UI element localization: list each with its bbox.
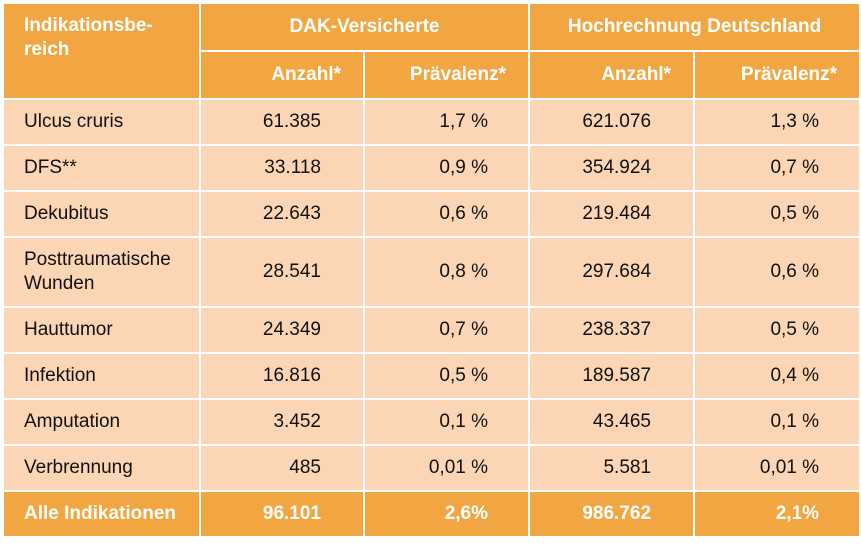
- header-de-prevalence: Prävalenz*: [693, 50, 861, 100]
- row-indication: Hauttumor: [2, 306, 201, 354]
- header-dak-prevalence: Prävalenz*: [362, 50, 531, 100]
- table-row: Verbrennung 485 0,01 % 5.581 0,01 %: [2, 444, 861, 492]
- dak-prevalence-cell: 0,01 %: [362, 444, 531, 492]
- header-dak-insured: DAK-Versicherte: [198, 2, 531, 52]
- de-prevalence-cell: 0,5 %: [693, 190, 861, 238]
- row-indication: DFS**: [2, 144, 201, 192]
- dak-prevalence-cell: 0,9 %: [362, 144, 531, 192]
- de-count-cell: 354.924: [528, 144, 696, 192]
- de-prevalence-cell: 0,7 %: [693, 144, 861, 192]
- row-indication: Verbrennung: [2, 444, 201, 492]
- total-de-prevalence: 2,1%: [693, 490, 861, 538]
- dak-count-cell: 28.541: [199, 236, 365, 308]
- row-indication: Dekubitus: [2, 190, 201, 238]
- de-count-cell: 219.484: [528, 190, 696, 238]
- de-count-cell: 297.684: [528, 236, 696, 308]
- header-germany-projection: Hochrechnung Deutschland: [528, 2, 861, 52]
- total-dak-count: 96.101: [199, 490, 365, 538]
- de-prevalence-cell: 0,4 %: [693, 352, 861, 400]
- dak-prevalence-cell: 0,7 %: [362, 306, 531, 354]
- table-row: Infektion 16.816 0,5 % 189.587 0,4 %: [2, 352, 861, 400]
- row-indication: Posttraumatische Wunden: [2, 236, 201, 308]
- dak-prevalence-cell: 0,8 %: [362, 236, 531, 308]
- dak-prevalence-cell: 0,6 %: [362, 190, 531, 238]
- header-indication: Indikationsbe-reich: [2, 2, 201, 100]
- total-dak-prevalence: 2,6%: [362, 490, 531, 538]
- table-row: Amputation 3.452 0,1 % 43.465 0,1 %: [2, 398, 861, 446]
- de-count-cell: 5.581: [528, 444, 696, 492]
- header-de-count: Anzahl*: [528, 50, 696, 100]
- dak-count-cell: 33.118: [199, 144, 365, 192]
- dak-count-cell: 485: [199, 444, 365, 492]
- total-row: Alle Indikationen 96.101 2,6% 986.762 2,…: [2, 490, 861, 538]
- table-row: Posttraumatische Wunden 28.541 0,8 % 297…: [2, 236, 861, 308]
- row-indication: Infektion: [2, 352, 201, 400]
- de-count-cell: 238.337: [528, 306, 696, 354]
- table-row: Hauttumor 24.349 0,7 % 238.337 0,5 %: [2, 306, 861, 354]
- de-prevalence-cell: 0,5 %: [693, 306, 861, 354]
- table-row: Dekubitus 22.643 0,6 % 219.484 0,5 %: [2, 190, 861, 238]
- dak-prevalence-cell: 1,7 %: [362, 98, 531, 146]
- wound-prevalence-table: Indikationsbe-reich DAK-Versicherte Hoch…: [2, 2, 861, 538]
- dak-prevalence-cell: 0,1 %: [362, 398, 531, 446]
- de-prevalence-cell: 0,6 %: [693, 236, 861, 308]
- de-count-cell: 621.076: [528, 98, 696, 146]
- header-row-subcolumns: Anzahl* Prävalenz* Anzahl* Prävalenz*: [3, 50, 861, 100]
- de-prevalence-cell: 1,3 %: [693, 98, 861, 146]
- total-de-count: 986.762: [528, 490, 696, 538]
- table-row: Ulcus cruris 61.385 1,7 % 621.076 1,3 %: [2, 98, 861, 146]
- de-prevalence-cell: 0,1 %: [693, 398, 861, 446]
- total-label: Alle Indikationen: [2, 490, 201, 538]
- de-count-cell: 189.587: [528, 352, 696, 400]
- de-prevalence-cell: 0,01 %: [693, 444, 861, 492]
- table-row: DFS** 33.118 0,9 % 354.924 0,7 %: [2, 144, 861, 192]
- header-dak-count: Anzahl*: [199, 50, 365, 100]
- dak-count-cell: 22.643: [199, 190, 365, 238]
- dak-count-cell: 3.452: [199, 398, 365, 446]
- de-count-cell: 43.465: [528, 398, 696, 446]
- dak-prevalence-cell: 0,5 %: [362, 352, 531, 400]
- row-indication: Amputation: [2, 398, 201, 446]
- dak-count-cell: 24.349: [199, 306, 365, 354]
- header-row-groups: Indikationsbe-reich DAK-Versicherte Hoch…: [2, 2, 861, 100]
- dak-count-cell: 16.816: [199, 352, 365, 400]
- row-indication: Ulcus cruris: [2, 98, 201, 146]
- dak-count-cell: 61.385: [199, 98, 365, 146]
